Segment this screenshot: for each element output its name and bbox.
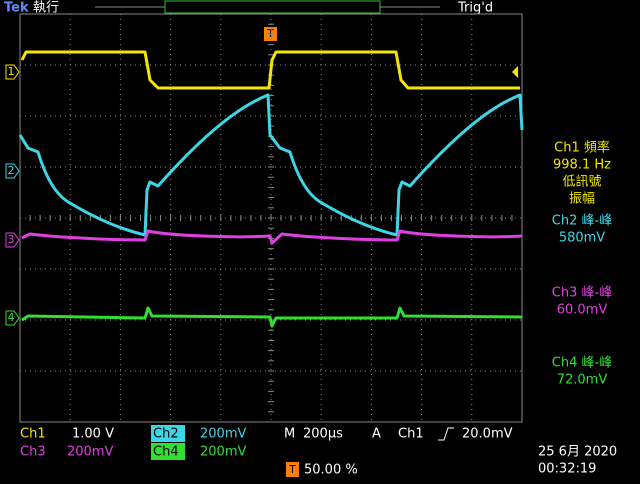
ch3-scale: 200mV [67, 445, 113, 460]
trigger-level-marker [512, 66, 518, 78]
trigger-position-label: T [288, 463, 296, 476]
channel-marker-tab [5, 64, 20, 80]
measurement-text: 580mV [559, 231, 605, 246]
trigger-slope [438, 427, 454, 441]
trigger-label: A [372, 427, 381, 442]
measurement-text: Ch4 峰-峰 [552, 356, 612, 371]
measurement-text: 998.1 Hz [553, 158, 611, 173]
timebase-label: M [284, 427, 295, 442]
measurement-text: Ch3 峰-峰 [552, 286, 612, 301]
ch1-label: Ch1 [20, 427, 46, 442]
channel-marker: 3 [8, 233, 15, 246]
timebase-scale: 200µs [303, 427, 343, 442]
graticule-frame [19, 13, 523, 423]
ch4-trace [21, 306, 523, 328]
trigger-position: 50.00 % [304, 463, 358, 478]
trigger-source: Ch1 [398, 427, 424, 442]
channel-marker-tab [5, 163, 20, 179]
trigger-marker: T [266, 27, 274, 40]
trigger-position-bg [286, 462, 299, 477]
measurement-text: Ch1 頻率 [554, 140, 610, 156]
time: 00:32:19 [538, 462, 596, 477]
channel-markers: 1 2 3 4 [5, 64, 20, 326]
channel-marker: 2 [8, 164, 15, 177]
channel-marker-tab [5, 310, 20, 326]
channel-marker: 4 [8, 311, 15, 324]
ch4-label: Ch4 [153, 445, 179, 460]
ch4-scale: 200mV [200, 445, 246, 460]
ch2-scale: 200mV [200, 427, 246, 442]
ch3-label: Ch3 [20, 445, 46, 460]
ch2-label-bg [151, 425, 185, 442]
channel-marker: 1 [8, 65, 15, 78]
ch2-label: Ch2 [153, 427, 179, 442]
ch1-scale: 1.00 V [72, 427, 114, 442]
trigger-level: 20.0mV [462, 427, 513, 442]
date: 25 6月 2020 [538, 445, 617, 460]
measurement-text: 72.0mV [557, 373, 608, 388]
ch4-label-bg [151, 443, 185, 460]
ch1-trace [20, 50, 520, 90]
ch3-trace [21, 229, 523, 245]
measurement-text: 低訊號 [562, 175, 601, 190]
trigger-status: Trig'd [457, 1, 493, 16]
ch2-trace [18, 93, 524, 237]
measurement-text: Ch2 峰-峰 [552, 214, 612, 229]
brand: Tek [4, 1, 29, 16]
measurement-text: 振幅 [569, 192, 595, 207]
measurement-text: 60.0mV [557, 303, 608, 318]
run-mode: 執行 [33, 0, 59, 16]
channel-marker-tab [5, 232, 20, 248]
